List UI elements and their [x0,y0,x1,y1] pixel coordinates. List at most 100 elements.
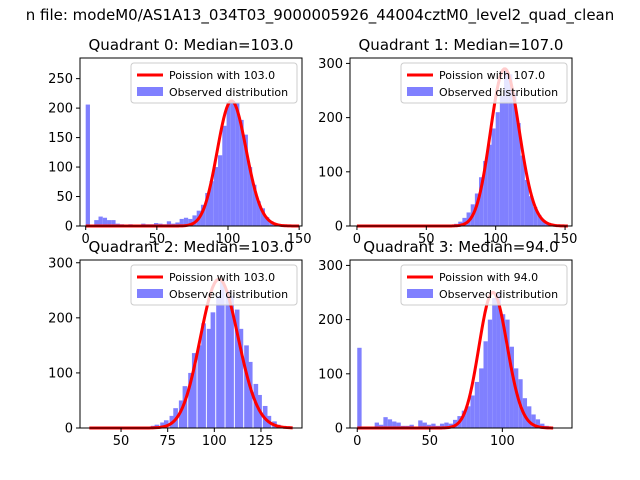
legend-label-observed: Observed distribution [439,288,558,301]
histogram-bar [175,222,180,226]
histogram-bar [533,207,538,226]
legend: Poission with 103.0 Observed distribution [130,62,298,104]
histogram-bar [230,101,236,226]
histogram-bar [265,217,270,226]
histogram-bar [426,424,432,428]
x-tick-label: 0 [82,232,90,247]
histogram-bar [540,423,545,428]
histogram-bar [487,319,493,428]
histogram-bar [508,74,513,227]
histogram-bar [166,221,172,226]
y-tick-label: 250 [48,72,73,87]
subplot-title: Quadrant 2: Median=103.0 [89,238,294,256]
histogram-bar [163,420,169,428]
axes-frame [79,57,303,227]
legend: Poission with 103.0 Observed distribution [130,264,298,306]
histogram-bar [188,218,193,226]
subplot-title: Quadrant 3: Median=94.0 [363,238,558,256]
x-tick-label: 150 [553,232,578,247]
legend-label-poisson: Poission with 103.0 [169,271,275,284]
legend-box [400,62,568,104]
histogram-bar [466,406,471,428]
histogram-bar [513,368,519,428]
x-tick-label: 50 [418,232,435,247]
legend-label-observed: Observed distribution [169,86,288,99]
histogram-bar [188,372,193,428]
histogram-bar [94,220,99,226]
histogram-bar [461,410,467,428]
histogram-bar [512,93,517,227]
histogram-bar [357,347,362,428]
y-tick-label: 150 [48,131,73,146]
histogram-bar [541,220,546,226]
histogram-bar [107,220,112,226]
x-tick-label: 50 [113,434,130,449]
x-tick-label: 50 [149,232,166,247]
x-tick-label: 100 [216,232,241,247]
legend-box [130,62,298,104]
histogram-bar [247,361,253,428]
legend-bar-swatch [137,87,163,96]
legend-label-poisson: Poission with 103.0 [169,69,275,82]
x-tick-label: 50 [422,434,439,449]
histogram-bar [244,345,249,428]
y-tick-label: 0 [65,422,73,437]
histogram-bar [431,423,436,428]
histogram-bar [235,103,240,226]
histogram-bar [201,323,206,428]
histogram-bar [492,297,497,428]
histogram-bar [85,104,90,226]
legend: Poission with 107.0 Observed distribution [400,62,568,104]
legend-bar-swatch [137,289,163,298]
histogram-bar [409,424,414,428]
histogram-bar [387,419,393,428]
histogram-bar [260,208,265,226]
histogram-bar [479,177,484,226]
y-tick-label: 0 [335,422,343,437]
histogram-bar [505,319,510,428]
histogram-bar [462,217,467,226]
histogram-bar [496,292,501,428]
axes-frame [349,259,573,429]
y-tick-label: 200 [318,313,343,328]
histogram-bar [474,193,480,226]
histogram-bar [243,134,248,226]
y-tick-label: 0 [335,220,343,235]
histogram-bar [229,295,234,428]
y-tick-label: 300 [318,259,343,274]
histogram-bar [191,353,197,428]
x-tick-label: 100 [483,232,508,247]
x-tick-label: 125 [249,434,274,449]
histogram-bar [422,422,427,428]
histogram-bar [483,160,488,226]
histogram-bar [474,381,480,428]
axes-frame [79,259,303,429]
histogram-bar [527,406,532,428]
histogram-bar [504,68,509,226]
x-tick-label: 0 [353,434,361,449]
histogram-bar [383,417,388,428]
histogram-bar [379,424,384,428]
histogram-bar [160,422,165,428]
histogram-bar [535,419,541,428]
histogram-bar [111,220,116,226]
histogram-bar [531,414,536,428]
histogram-bar [216,295,221,428]
histogram-bar [238,328,244,428]
histogram-bar [487,144,492,226]
figure-suptitle: n file: modeM0/AS1A13_034T03_9000005926_… [26,6,615,25]
histogram-bar [200,204,206,226]
histogram-bar [252,184,257,226]
histogram-bar [392,421,397,428]
histogram-bar [213,167,219,226]
histogram-bar [226,102,231,226]
subplot-0: 0 50 100 150 0 50 100 150 200 250 Quadrant 0: Medi… [48,36,311,247]
histogram-bar [98,216,103,226]
histogram-bar [418,420,423,428]
histogram-bar [470,395,475,428]
histogram-bar [209,181,214,226]
histogram-bar [479,368,484,428]
histogram-bar [225,290,231,428]
histogram-bar [222,125,227,226]
histogram-bar [206,328,212,428]
